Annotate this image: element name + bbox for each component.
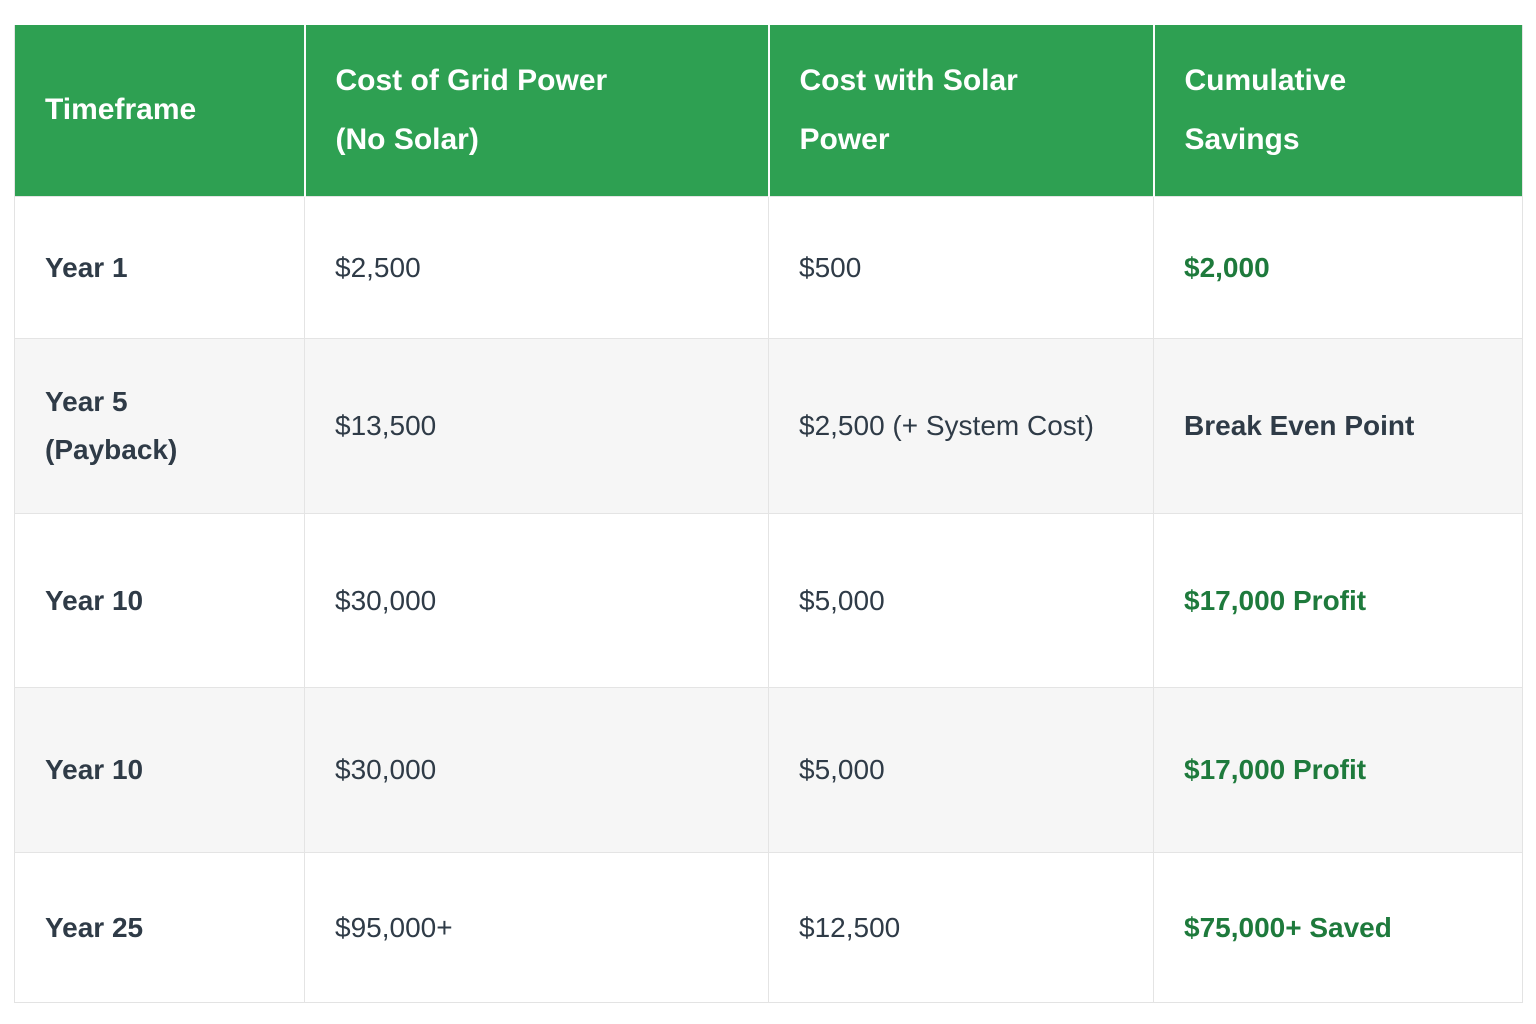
- savings-cell: $2,000: [1153, 196, 1523, 339]
- solar-cost-cell: $5,000: [768, 513, 1154, 688]
- header-label-savings-line1: Cumulative: [1184, 64, 1347, 97]
- timeframe-cell: Year 25: [14, 852, 305, 1003]
- table-row-year-5-payback: Year 5 (Payback) $13,500 $2,500 (+ Syste…: [14, 338, 1523, 514]
- table-header: Timeframe Cost of Grid Power (No Solar) …: [14, 25, 1523, 197]
- header-cell-grid-cost: Cost of Grid Power (No Solar): [304, 25, 770, 197]
- header-row: Timeframe Cost of Grid Power (No Solar) …: [14, 25, 1523, 197]
- grid-cost-cell: $30,000: [304, 687, 769, 853]
- savings-cell: $17,000 Profit: [1153, 513, 1523, 688]
- timeframe-cell: Year 1: [14, 196, 305, 339]
- solar-cost-cell: $2,500 (+ System Cost): [768, 338, 1154, 514]
- solar-savings-table-container: Timeframe Cost of Grid Power (No Solar) …: [14, 25, 1523, 1003]
- table-row-year-25: Year 25 $95,000+ $12,500 $75,000+ Saved: [14, 852, 1523, 1003]
- solar-cost-cell: $500: [768, 196, 1154, 339]
- savings-cell: $75,000+ Saved: [1153, 852, 1523, 1003]
- timeframe-label-line1: Year 5: [45, 386, 128, 418]
- solar-cost-cell: $12,500: [768, 852, 1154, 1003]
- grid-cost-cell: $95,000+: [304, 852, 769, 1003]
- savings-cell: Break Even Point: [1153, 338, 1523, 514]
- header-cell-cumulative-savings: Cumulative Savings: [1153, 25, 1523, 197]
- table-row-year-1: Year 1 $2,500 $500 $2,000: [14, 196, 1523, 339]
- solar-cost-cell: $5,000: [768, 687, 1154, 853]
- header-label-solar-cost-line2: Power: [799, 122, 890, 156]
- solar-savings-table: Timeframe Cost of Grid Power (No Solar) …: [14, 25, 1523, 1003]
- table-body: Year 1 $2,500 $500 $2,000 Year 5 (Paybac…: [14, 196, 1523, 1003]
- table-row-year-10-duplicate: Year 10 $30,000 $5,000 $17,000 Profit: [14, 687, 1523, 853]
- timeframe-cell: Year 5 (Payback): [14, 338, 305, 514]
- grid-cost-cell: $30,000: [304, 513, 769, 688]
- header-cell-solar-cost: Cost with Solar Power: [768, 25, 1155, 197]
- timeframe-cell: Year 10: [14, 687, 305, 853]
- header-label-grid-cost-line1: Cost of Grid Power: [335, 64, 608, 97]
- header-label-solar-cost-line1: Cost with Solar: [799, 64, 1018, 97]
- header-label-grid-cost-line2: (No Solar): [335, 122, 479, 156]
- grid-cost-cell: $13,500: [304, 338, 769, 514]
- timeframe-label-line2: (Payback): [45, 434, 178, 465]
- timeframe-cell: Year 10: [14, 513, 305, 688]
- header-label-savings-line2: Savings: [1184, 122, 1300, 156]
- header-cell-timeframe: Timeframe: [14, 25, 306, 197]
- savings-cell: $17,000 Profit: [1153, 687, 1523, 853]
- header-label-timeframe: Timeframe: [45, 93, 197, 127]
- table-row-year-10: Year 10 $30,000 $5,000 $17,000 Profit: [14, 513, 1523, 688]
- grid-cost-cell: $2,500: [304, 196, 769, 339]
